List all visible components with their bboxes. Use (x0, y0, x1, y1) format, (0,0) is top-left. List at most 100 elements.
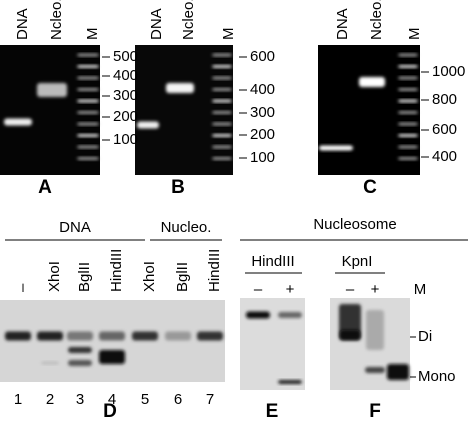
lane-number: 4 (108, 391, 116, 408)
gel-band (387, 364, 409, 380)
gel-band (77, 122, 99, 126)
gel-band (319, 145, 353, 151)
lane-label: HindIII (108, 249, 125, 292)
lane-number: 6 (174, 391, 182, 408)
panel-letter: C (363, 177, 377, 198)
gel-band (398, 122, 418, 126)
marker-label: 400 (113, 67, 138, 84)
gel-band (4, 118, 32, 126)
gel-band (366, 310, 384, 350)
gel-band (398, 65, 418, 68)
gel-band (212, 53, 232, 57)
gel-band (77, 88, 99, 91)
lane-label: XhoI (141, 261, 158, 292)
gel-band (37, 331, 63, 341)
band-label: Di (418, 328, 432, 345)
gel-c (318, 45, 420, 175)
marker-label: 800 (432, 91, 457, 108)
marker-label: 200 (113, 108, 138, 125)
lane-label: M (414, 281, 427, 298)
gel-band (137, 121, 159, 129)
gel-band (37, 83, 67, 97)
gel-band (197, 331, 223, 341)
gel-band (365, 367, 385, 373)
gel-band (398, 99, 418, 103)
gel-band (132, 331, 158, 341)
lane-label: DNA (14, 8, 31, 40)
enzyme-label: HindIII (251, 253, 294, 270)
marker-label: 600 (250, 48, 275, 65)
gel-d (0, 300, 225, 382)
gel-band (77, 53, 99, 57)
enzyme-label: KpnI (342, 253, 373, 270)
gel-band (246, 311, 270, 319)
panel-letter: D (103, 401, 117, 422)
group-label: Nucleo. (161, 219, 212, 236)
band-label: Mono (418, 368, 456, 385)
lane-label: – (254, 281, 263, 298)
lane-label: Ncleo. (368, 0, 385, 40)
lane-label: DNA (334, 8, 351, 40)
gel-band (77, 134, 99, 137)
panel-letter: F (369, 401, 381, 422)
marker-label: 300 (250, 104, 275, 121)
gel-band (5, 331, 31, 341)
lane-number: 3 (76, 391, 84, 408)
gel-band (212, 145, 232, 149)
lane-label: – (14, 283, 31, 292)
marker-label: 200 (250, 126, 275, 143)
gel-band (77, 111, 99, 114)
lane-label: XhoI (46, 261, 63, 292)
gel-band (212, 76, 232, 80)
gel-a (0, 45, 100, 175)
gel-band (99, 350, 125, 364)
gel-band (398, 157, 418, 160)
gel-band (77, 65, 99, 68)
lane-label: M (84, 28, 101, 41)
gel-band (212, 99, 232, 103)
gel-band (398, 88, 418, 91)
gel-band (212, 88, 232, 91)
gel-band (359, 77, 385, 87)
lane-label: DNA (148, 8, 165, 40)
marker-label: 300 (113, 87, 138, 104)
gel-band (398, 111, 418, 114)
marker-label: 400 (250, 81, 275, 98)
gel-band (99, 331, 125, 341)
panel-letter: E (266, 401, 279, 422)
gel-band (398, 134, 418, 137)
gel-band (398, 53, 418, 57)
lane-label: M (220, 28, 237, 41)
marker-label: 100 (250, 149, 275, 166)
lane-number: 7 (206, 391, 214, 408)
lane-label: + (371, 281, 380, 298)
gel-band (68, 347, 92, 353)
gel-band (212, 122, 232, 126)
marker-label: 1000 (432, 63, 465, 80)
gel-band (398, 76, 418, 80)
lane-label: + (286, 281, 295, 298)
lane-number: 2 (46, 391, 54, 408)
lane-label: BglII (76, 262, 93, 292)
gel-band (77, 157, 99, 160)
marker-label: 400 (432, 148, 457, 165)
panel-letter: B (171, 177, 185, 198)
gel-band (212, 65, 232, 68)
lane-label: – (346, 281, 355, 298)
group-label: DNA (59, 219, 91, 236)
lane-number: 1 (14, 391, 22, 408)
gel-band (212, 111, 232, 114)
gel-band (68, 360, 92, 366)
gel-b (135, 45, 233, 175)
gel-band (398, 145, 418, 149)
lane-label: M (406, 28, 423, 41)
gel-band (212, 157, 232, 160)
marker-label: 500 (113, 48, 138, 65)
gel-band (278, 380, 302, 384)
gel-band (166, 83, 194, 93)
gel-band (41, 361, 59, 365)
lane-label: BglII (174, 262, 191, 292)
lane-number: 5 (141, 391, 149, 408)
marker-label: 600 (432, 121, 457, 138)
